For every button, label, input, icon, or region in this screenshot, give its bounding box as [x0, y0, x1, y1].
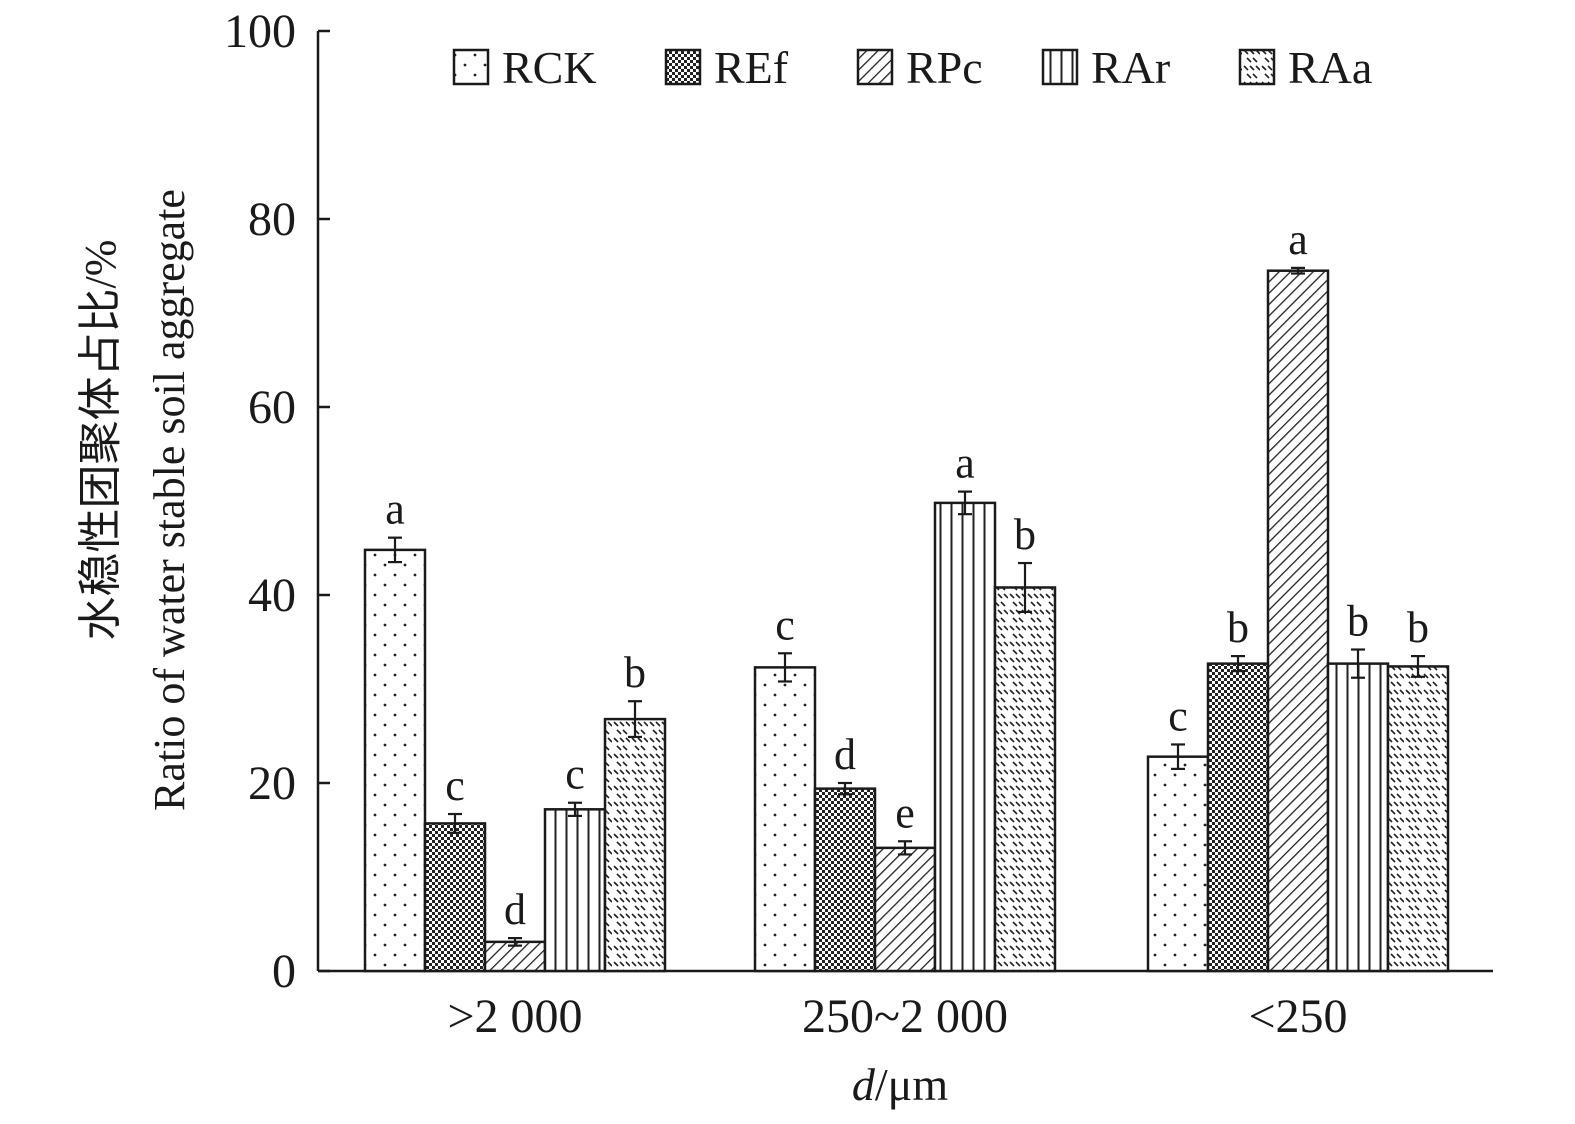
axes: 0 20 40 60 80 100 >2 000 250~2 000 <250 [224, 5, 1493, 1043]
legend-swatch-REf [664, 48, 702, 86]
significance-letter: d [834, 730, 856, 779]
bar-RAr [543, 808, 607, 973]
bar-RAa [603, 717, 667, 973]
significance-letter: d [504, 885, 526, 934]
bar-RCK [363, 548, 427, 973]
significance-letter: b [1227, 603, 1249, 652]
legend-label-REf: REf [714, 42, 789, 93]
bar-REf [1206, 662, 1270, 973]
significance-letter: b [1014, 510, 1036, 559]
legend-swatch-RPc [856, 48, 894, 86]
bar-RAa [993, 586, 1057, 973]
significance-letter: a [1288, 215, 1308, 264]
bar-RCK [1146, 755, 1210, 973]
y-axis-label-chinese: 水稳性团聚体占比/% [76, 240, 125, 641]
x-tick-label: <250 [1248, 990, 1347, 1043]
legend-swatch-RAa [1238, 48, 1276, 86]
significance-letter: b [1407, 603, 1429, 652]
bar-RCK [753, 666, 817, 973]
bar-REf [813, 787, 877, 973]
x-axis-label-variable: d [852, 1059, 876, 1110]
bar-REf [423, 822, 487, 973]
legend-swatch-RAr [1041, 48, 1079, 86]
legend-label-RAr: RAr [1091, 42, 1170, 93]
significance-letter: b [624, 648, 646, 697]
legend-label-RAa: RAa [1288, 42, 1372, 93]
legend-swatch-RCK [452, 48, 490, 86]
y-tick-label: 60 [248, 381, 296, 434]
significance-letter: c [445, 761, 465, 810]
legend: RCK REf RPc RAr RAa [452, 42, 1372, 93]
significance-letter: c [775, 600, 795, 649]
y-tick-label: 100 [224, 5, 296, 58]
significance-letter: e [895, 788, 915, 837]
significance-letter: b [1347, 597, 1369, 646]
significance-letter: a [955, 439, 975, 488]
x-tick-label: >2 000 [447, 990, 582, 1043]
significance-letter: a [385, 485, 405, 534]
y-tick-label: 0 [272, 945, 296, 998]
legend-label-RPc: RPc [906, 42, 983, 93]
x-tick-label: 250~2 000 [802, 990, 1008, 1043]
y-tick-label: 80 [248, 193, 296, 246]
significance-letter: c [565, 750, 585, 799]
significance-letter: c [1168, 691, 1188, 740]
y-tick-label: 20 [248, 757, 296, 810]
x-axis-label: d/μm [852, 1059, 948, 1110]
bar-RAr [1326, 662, 1390, 973]
y-axis-label-english: Ratio of water stable soil aggregate [145, 189, 194, 811]
bar-RAr [933, 501, 997, 973]
bar-RPc [1266, 269, 1330, 973]
bar-RPc [873, 846, 937, 973]
x-axis-label-unit: /μm [875, 1059, 948, 1110]
y-tick-label: 40 [248, 569, 296, 622]
bar-RAa [1386, 665, 1450, 973]
legend-label-RCK: RCK [502, 42, 597, 93]
